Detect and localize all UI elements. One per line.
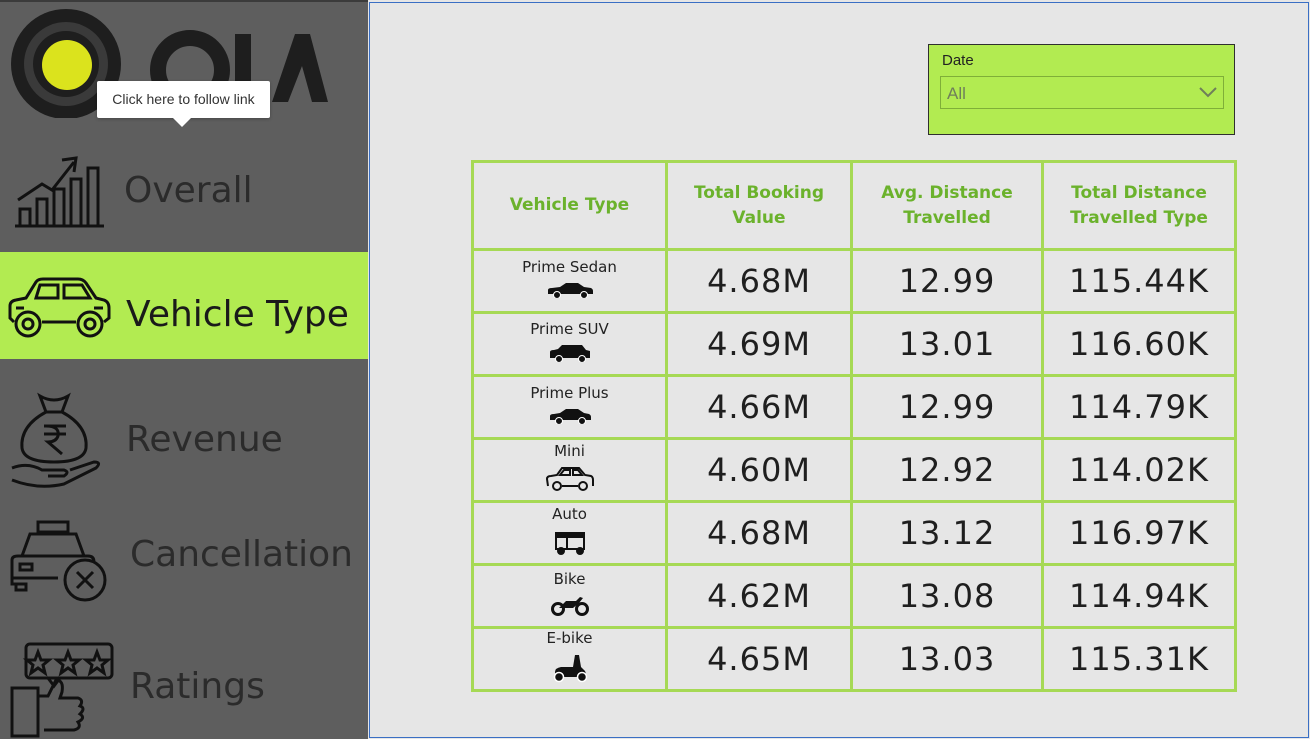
total-distance-cell: 114.79K [1041,374,1237,440]
vehicle-type-name: E-bike [546,629,593,647]
nav-ratings-label: Ratings [130,666,265,707]
vehicle-type-name: Prime SUV [530,320,609,338]
auto-rickshaw-icon [554,532,585,555]
nav-overall-label: Overall [124,170,253,211]
table-row: Prime Plus 4.66M 12.99 114.79K [471,374,1237,440]
booking-value-cell: 4.62M [665,563,853,629]
header-avg-distance[interactable]: Avg. Distance Travelled [850,160,1044,251]
vehicle-type-cell: Auto [471,500,668,566]
total-distance-cell: 114.02K [1041,437,1237,503]
vehicle-type-cell: Prime Plus [471,374,668,440]
header-total-distance[interactable]: Total Distance Travelled Type [1041,160,1237,251]
total-distance-cell: 115.31K [1041,626,1237,692]
header-vehicle-type[interactable]: Vehicle Type [471,160,668,251]
hatchback-icon [545,467,594,491]
motorbike-icon [550,597,589,616]
booking-value-cell: 4.68M [665,248,853,314]
vehicle-type-cell: Prime Sedan [471,248,668,314]
link-tooltip: Click here to follow link [97,81,270,127]
avg-distance-cell: 12.99 [850,248,1044,314]
sidebar: Click here to follow link Overall [0,0,368,739]
car-icon [8,277,111,338]
ratings-thumbs-up-icon [10,642,114,738]
nav-overall[interactable]: Overall [0,142,368,250]
total-distance-cell: 116.60K [1041,311,1237,377]
taxi-cancel-icon [10,520,107,602]
ola-logo[interactable] [10,8,330,118]
booking-value-cell: 4.60M [665,437,853,503]
table-row: Auto 4.68M 13.12 116.97K [471,500,1237,566]
scooter-icon [553,655,587,683]
vehicle-type-name: Prime Plus [530,384,609,402]
table-row: E-bike 4.65M 13.03 115.31K [471,626,1237,692]
chevron-down-icon[interactable] [1199,85,1217,99]
date-dropdown[interactable]: All [940,76,1224,109]
total-distance-cell: 114.94K [1041,563,1237,629]
nav-cancellation-label: Cancellation [130,534,353,575]
vehicle-type-name: Bike [553,570,586,588]
total-distance-cell: 115.44K [1041,248,1237,314]
growth-chart-icon [15,156,104,228]
avg-distance-cell: 12.92 [850,437,1044,503]
avg-distance-cell: 13.03 [850,626,1044,692]
booking-value-cell: 4.66M [665,374,853,440]
money-bag-hand-icon [11,392,101,488]
report-canvas: Date All Vehicle Type Total Booking Valu… [369,2,1309,738]
vehicle-type-table: Vehicle Type Total Booking Value Avg. Di… [471,160,1237,692]
vehicle-type-cell: Bike [471,563,668,629]
avg-distance-cell: 12.99 [850,374,1044,440]
date-dropdown-value: All [947,84,966,103]
vehicle-type-name: Auto [552,505,587,523]
total-distance-cell: 116.97K [1041,500,1237,566]
booking-value-cell: 4.69M [665,311,853,377]
table-row: Mini 4.60M 12.92 114.02K [471,437,1237,503]
vehicle-type-name: Prime Sedan [522,258,617,276]
car-icon [549,409,591,424]
table-header-row: Vehicle Type Total Booking Value Avg. Di… [471,160,1237,251]
nav-cancellation[interactable]: Cancellation [0,502,368,614]
date-slicer-title: Date [942,52,974,69]
table-row: Prime SUV 4.69M 13.01 116.60K [471,311,1237,377]
booking-value-cell: 4.68M [665,500,853,566]
date-slicer: Date All [928,44,1235,135]
table-row: Prime Sedan 4.68M 12.99 115.44K [471,248,1237,314]
avg-distance-cell: 13.12 [850,500,1044,566]
vehicle-type-cell: E-bike [471,626,668,692]
vehicle-type-cell: Prime SUV [471,311,668,377]
table-row: Bike 4.62M 13.08 114.94K [471,563,1237,629]
vehicle-type-cell: Mini [471,437,668,503]
nav-ratings[interactable]: Ratings [0,634,368,739]
header-total-booking-value[interactable]: Total Booking Value [665,160,853,251]
avg-distance-cell: 13.01 [850,311,1044,377]
nav-revenue[interactable]: Revenue [0,382,368,494]
suv-icon [549,345,590,362]
nav-vehicle-type[interactable]: Vehicle Type [0,252,368,359]
booking-value-cell: 4.65M [665,626,853,692]
nav-vehicle-type-label: Vehicle Type [126,294,349,335]
vehicle-type-name: Mini [554,442,585,460]
avg-distance-cell: 13.08 [850,563,1044,629]
sedan-icon [547,283,593,298]
nav-revenue-label: Revenue [126,419,283,460]
